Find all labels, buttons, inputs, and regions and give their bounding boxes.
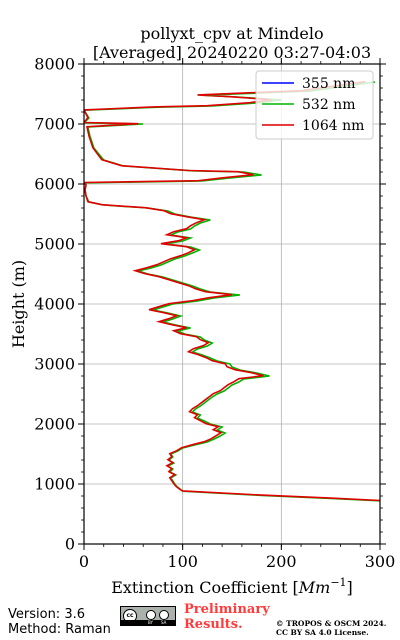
legend-box [255,70,374,140]
grid-lines [83,63,381,545]
x-tick-label: 100 [167,552,198,571]
cc-by-sa-icon: cc BY SA [120,606,176,626]
copyright-line2: CC BY SA 4.0 License. [276,628,369,637]
extinction-profile-chart: 0 100 200 300010002000300040005000600070008… [9,55,395,598]
x-axis-label: Extinction Coefficient [Mm−1] [111,576,353,597]
y-tick-label: 7000 [34,115,75,134]
cc-icon: cc [123,609,137,623]
x-axis-label-close: ] [347,578,353,597]
sa-label: SA [161,620,167,625]
y-tick-label: 5000 [34,235,75,254]
chart-title-line1: pollyxt_cpv at Mindelo [140,24,324,43]
y-tick-label: 3000 [34,355,75,374]
legend-label: 532 nm [302,97,355,113]
chart-title-line2: [Averaged] 20240220 03:27-04:03 [92,43,372,62]
y-tick-label: 8000 [34,55,75,74]
legend: 355 nm 532 nm 1064 nm [255,70,374,140]
y-tick-label: 6000 [34,175,75,194]
x-axis-label-exponent: −1 [330,576,346,589]
x-axis-label-unit: Mm [298,578,331,597]
y-tick-label: 4000 [34,295,75,314]
by-label: BY [148,620,153,625]
by-icon [146,610,156,620]
x-tick-label: 0 [79,552,89,571]
series-line-1064-nm [84,80,380,502]
preliminary-notice: Preliminary Results. [184,602,270,632]
copyright-line1: © TROPOS & OSCM 2024. [276,619,387,628]
x-tick-label: 200 [266,552,297,571]
x-tick-label: 300 [365,552,396,571]
preliminary-line2: Results. [184,617,243,632]
series-line-532-nm [84,81,380,502]
preliminary-line1: Preliminary [184,602,270,617]
version-text: Version: 3.6 [8,607,85,622]
y-tick-label: 2000 [34,415,75,434]
tick-labels: 0 100 200 300010002000300040005000600070008… [34,55,395,572]
copyright-notice: © TROPOS & OSCM 2024. CC BY SA 4.0 Licen… [276,619,386,637]
x-axis-label-base: Extinction Coefficient [ [111,578,299,597]
y-tick-label: 1000 [34,475,75,494]
method-text: Method: Raman [8,622,111,637]
sa-icon [159,610,169,620]
legend-label: 1064 nm [302,118,364,134]
y-axis-label: Height (m) [9,260,28,348]
legend-label: 355 nm [302,76,355,92]
axis-ticks [78,58,386,550]
y-tick-label: 0 [65,535,75,554]
series-layer [84,80,380,502]
license-strip [121,620,175,625]
